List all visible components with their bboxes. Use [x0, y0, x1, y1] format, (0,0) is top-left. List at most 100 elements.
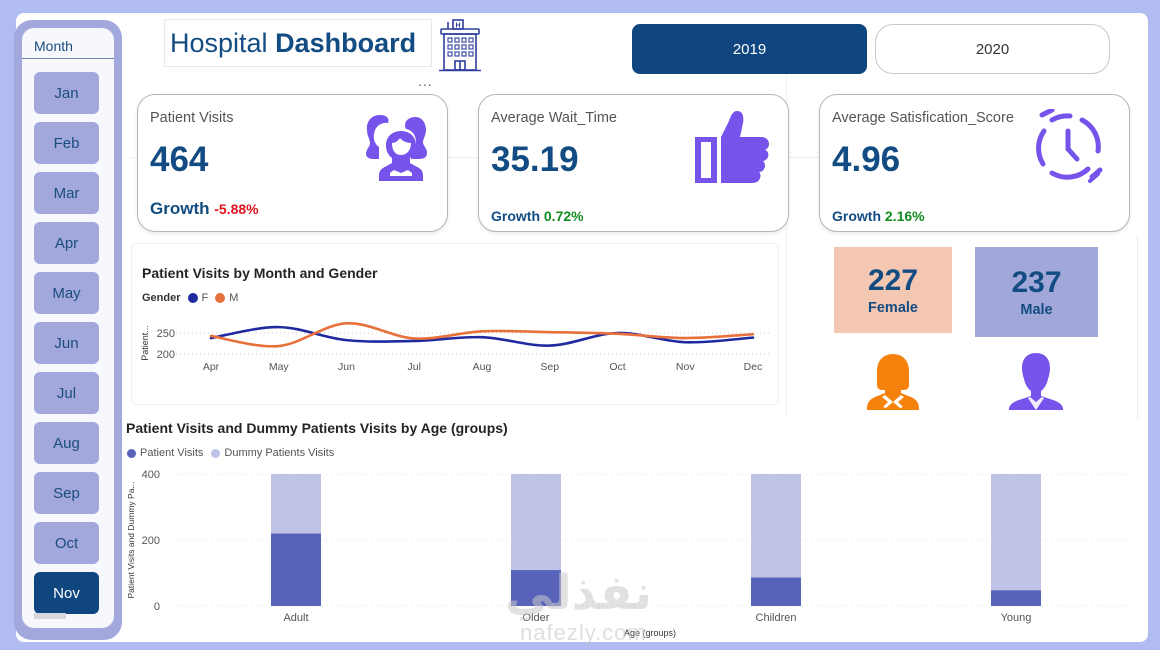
growth-label: Growth [491, 208, 540, 224]
line-chart-card: Patient Visits by Month and Gender Gende… [131, 243, 779, 405]
month-button-mar[interactable]: Mar [34, 172, 99, 214]
month-slicer: Month Jan Feb Mar Apr May Jun Jul Aug Sep Oct Nov [14, 20, 122, 640]
chart-title: Patient Visits by Month and Gender [142, 265, 378, 281]
month-button-apr[interactable]: Apr [34, 222, 99, 264]
legend-label-f: F [201, 292, 209, 304]
kpi-card-patient-visits: Patient Visits 464 Growth -5.88% [137, 94, 448, 232]
kpi-label: Average Satisfication_Score [832, 110, 1014, 126]
x-tick-label: Oct [609, 361, 625, 373]
growth-value: 2.16% [884, 208, 925, 224]
bar-older-dummy-visits[interactable] [511, 474, 561, 571]
legend-swatch-dummy-visits [211, 448, 221, 458]
more-options-button[interactable]: ... [418, 73, 433, 89]
divider [786, 75, 787, 415]
month-button-may[interactable]: May [34, 272, 99, 314]
slicer-scrollbar[interactable] [34, 613, 66, 619]
chart-legend: Gender F M [142, 292, 238, 304]
month-button-jun[interactable]: Jun [34, 322, 99, 364]
male-user-icon [1009, 353, 1063, 410]
growth-label: Growth [150, 199, 210, 218]
month-button-sep[interactable]: Sep [34, 472, 99, 514]
male-label: Male [1020, 302, 1053, 318]
stopwatch-icon [1036, 109, 1103, 183]
divider [22, 58, 114, 59]
y-tick-label: 250 [157, 328, 175, 340]
divider [1137, 235, 1138, 420]
bar-children-patient-visits[interactable] [751, 577, 801, 606]
bar-young-patient-visits[interactable] [991, 590, 1041, 606]
x-tick-label: Sep [540, 361, 559, 373]
title-light: Hospital [170, 27, 268, 58]
y-tick-label: 200 [142, 535, 160, 547]
legend-title: Gender [142, 292, 181, 304]
month-slicer-panel: Month Jan Feb Mar Apr May Jun Jul Aug Sep Oct Nov [22, 28, 114, 628]
growth-label: Growth [832, 208, 881, 224]
month-button-feb[interactable]: Feb [34, 122, 99, 164]
x-tick-label: Aug [473, 361, 492, 373]
female-count-card: 227 Female [834, 247, 952, 333]
kpi-card-average-wait-time: Average Wait_Time 35.19 Growth 0.72% [478, 94, 789, 232]
chart-legend: Patient Visits Dummy Patients Visits [127, 447, 334, 459]
watermark-url: nafezly.com [520, 620, 647, 645]
kpi-value: 464 [150, 140, 209, 179]
month-button-jan[interactable]: Jan [34, 72, 99, 114]
kpi-value: 4.96 [832, 140, 901, 179]
month-button-nov[interactable]: Nov [34, 572, 99, 614]
male-count-card: 237 Male [975, 247, 1098, 337]
x-tick-label: Jul [408, 361, 421, 373]
month-button-jul[interactable]: Jul [34, 372, 99, 414]
x-tick-label: May [269, 361, 290, 373]
kpi-label: Average Wait_Time [491, 110, 617, 126]
series-line-m[interactable] [209, 322, 755, 348]
bar-adult-patient-visits[interactable] [271, 533, 321, 606]
kpi-growth: Growth 0.72% [491, 208, 584, 224]
x-tick-label: Dec [744, 361, 763, 373]
y-tick-label: 0 [154, 601, 160, 613]
svg-text:H: H [455, 23, 460, 30]
line-chart: Patient... 200 250 Apr May Jun Jul Aug Sep Oct Nov… [140, 322, 771, 373]
growth-value: 0.72% [543, 208, 584, 224]
patients-group-icon [366, 115, 427, 181]
bar-adult-dummy-visits[interactable] [271, 474, 321, 534]
legend-label-patient-visits: Patient Visits [140, 447, 204, 459]
y-axis-label: Patient... [140, 325, 150, 361]
legend-label-m: M [229, 292, 239, 304]
kpi-label: Patient Visits [150, 110, 234, 126]
legend-label-dummy-visits: Dummy Patients Visits [224, 447, 335, 459]
chart-title: Patient Visits and Dummy Patients Visits… [126, 420, 508, 436]
title-bold: Dashboard [275, 27, 417, 58]
bar-chart: Patient Visits and Dummy Pa... 0 200 400 Adu… [126, 469, 1128, 638]
x-tick-label: Older [523, 612, 550, 624]
y-tick-label: 200 [157, 349, 175, 361]
bar-older-patient-visits[interactable] [511, 570, 561, 606]
x-tick-label: Adult [283, 612, 308, 624]
month-slicer-title: Month [34, 38, 73, 54]
kpi-growth: Growth -5.88% [150, 199, 259, 219]
month-button-aug[interactable]: Aug [34, 422, 99, 464]
thumbs-up-icon [695, 111, 769, 183]
y-axis-label: Patient Visits and Dummy Pa... [126, 481, 136, 598]
hospital-building-icon: H [439, 19, 481, 72]
x-tick-label: Young [1001, 612, 1032, 624]
legend-swatch-f [187, 293, 198, 303]
bar-children-dummy-visits[interactable] [751, 474, 801, 578]
x-tick-label: Jun [338, 361, 355, 373]
kpi-value: 35.19 [491, 140, 579, 179]
bar-young-dummy-visits[interactable] [991, 474, 1041, 591]
kpi-card-average-satisfaction-score: Average Satisfication_Score 4.96 Growth … [819, 94, 1130, 232]
y-tick-label: 400 [142, 469, 160, 481]
legend-swatch-patient-visits [127, 448, 136, 458]
year-button-2019[interactable]: 2019 [632, 24, 867, 74]
dashboard-title-box: Hospital Dashboard [164, 19, 432, 67]
male-count: 237 [1011, 266, 1062, 299]
page-title: Hospital Dashboard [170, 28, 416, 59]
year-button-2020[interactable]: 2020 [875, 24, 1110, 74]
female-label: Female [868, 300, 918, 316]
watermark: نفذلي [505, 567, 652, 620]
female-count: 227 [867, 264, 919, 297]
month-button-oct[interactable]: Oct [34, 522, 99, 564]
x-tick-label: Children [756, 612, 797, 624]
female-user-icon [867, 354, 919, 410]
kpi-growth: Growth 2.16% [832, 208, 925, 224]
x-tick-label: Nov [676, 361, 695, 373]
